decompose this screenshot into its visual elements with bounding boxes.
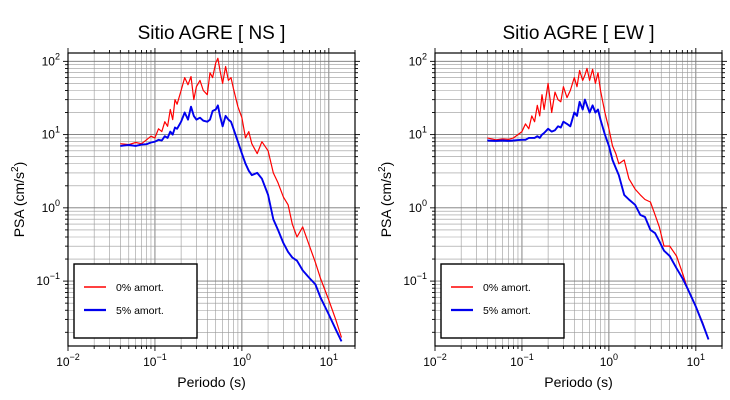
x-tick-exp: −2 <box>437 352 447 362</box>
x-tick-base: 10 <box>423 355 437 369</box>
legend-label: 0% amort. <box>483 282 531 294</box>
chart-ew: Sitio AGRE [ EW ]10−2 10−1 100 10110−110010… <box>377 23 727 390</box>
plot-frame <box>434 52 723 347</box>
legend-label: 0% amort. <box>116 282 164 294</box>
x-tick-label: 101 <box>320 352 338 369</box>
chart-ns: Sitio AGRE [ NS ]10−2 10−1 100 10110−110010… <box>10 23 360 390</box>
y-tick-exp: 2 <box>55 51 60 61</box>
legend-label: 5% amort. <box>116 305 164 317</box>
series-line-amort-5 <box>487 98 710 340</box>
y-tick-label: 101 <box>42 125 60 142</box>
grid <box>67 53 356 346</box>
x-tick-base: 10 <box>143 355 157 369</box>
legend: 0% amort. 5% amort. <box>73 263 198 339</box>
x-tick-base: 10 <box>687 355 701 369</box>
ticks <box>63 48 360 351</box>
y-tick-base: 10 <box>36 274 50 288</box>
x-tick-exp: 1 <box>700 352 705 362</box>
grid <box>434 53 723 346</box>
legend-label: 5% amort. <box>483 305 531 317</box>
chart-title: Sitio AGRE [ NS ] <box>138 23 286 44</box>
x-tick-base: 10 <box>320 355 334 369</box>
x-tick-exp: 0 <box>246 352 251 362</box>
y-axis-label-close: ) <box>378 162 394 167</box>
x-tick-exp: −1 <box>156 352 166 362</box>
x-tick-label: 10−2 <box>56 352 80 369</box>
x-axis-label: Periodo (s) <box>177 374 245 390</box>
x-tick-label: 10−1 <box>143 352 167 369</box>
x-axis-label: Periodo (s) <box>544 374 612 390</box>
y-tick-base: 10 <box>409 201 423 215</box>
y-tick-exp: 1 <box>55 125 60 135</box>
y-axis-label-base: PSA (cm/s <box>378 172 394 237</box>
y-axis-label-close: ) <box>11 162 27 167</box>
y-tick-base: 10 <box>42 54 56 68</box>
x-tick-base: 10 <box>56 355 70 369</box>
y-tick-exp: −1 <box>417 271 427 281</box>
y-axis-label: PSA (cm/s2) <box>10 162 27 238</box>
x-tick-exp: 1 <box>333 352 338 362</box>
x-tick-label: 100 <box>600 352 618 369</box>
y-axis-label: PSA (cm/s2) <box>377 162 394 238</box>
legend: 0% amort. 5% amort. <box>440 263 565 339</box>
x-tick-label: 10−1 <box>510 352 534 369</box>
y-tick-label: 101 <box>409 125 427 142</box>
y-tick-exp: 0 <box>422 198 427 208</box>
y-tick-exp: 1 <box>422 125 427 135</box>
legend-box <box>440 263 565 339</box>
series-line-amort-0 <box>120 57 343 338</box>
y-tick-label: 10−1 <box>36 271 60 288</box>
y-axis-label-sup: 2 <box>377 166 388 172</box>
y-tick-exp: 0 <box>55 198 60 208</box>
x-tick-exp: 0 <box>613 352 618 362</box>
ticks <box>430 48 727 351</box>
plot-frame <box>67 52 356 347</box>
x-tick-exp: −2 <box>70 352 80 362</box>
x-tick-base: 10 <box>510 355 524 369</box>
y-tick-base: 10 <box>403 274 417 288</box>
legend-box <box>73 263 198 339</box>
y-tick-exp: 2 <box>422 51 427 61</box>
y-tick-base: 10 <box>42 201 56 215</box>
y-tick-base: 10 <box>409 54 423 68</box>
series-line-amort-5 <box>120 104 343 342</box>
y-tick-base: 10 <box>42 128 56 142</box>
x-tick-label: 100 <box>233 352 251 369</box>
y-tick-exp: −1 <box>50 271 60 281</box>
series-line-amort-0 <box>487 67 710 340</box>
x-tick-base: 10 <box>600 355 614 369</box>
x-tick-exp: −1 <box>523 352 533 362</box>
y-tick-label: 102 <box>409 51 427 68</box>
y-tick-label: 102 <box>42 51 60 68</box>
x-tick-label: 10−2 <box>423 352 447 369</box>
x-tick-label: 101 <box>687 352 705 369</box>
y-tick-label: 10−1 <box>403 271 427 288</box>
y-axis-label-base: PSA (cm/s <box>11 172 27 237</box>
x-tick-base: 10 <box>233 355 247 369</box>
y-tick-label: 100 <box>42 198 60 215</box>
y-tick-label: 100 <box>409 198 427 215</box>
y-axis-label-sup: 2 <box>10 166 21 172</box>
y-tick-base: 10 <box>409 128 423 142</box>
chart-title: Sitio AGRE [ EW ] <box>502 23 654 44</box>
